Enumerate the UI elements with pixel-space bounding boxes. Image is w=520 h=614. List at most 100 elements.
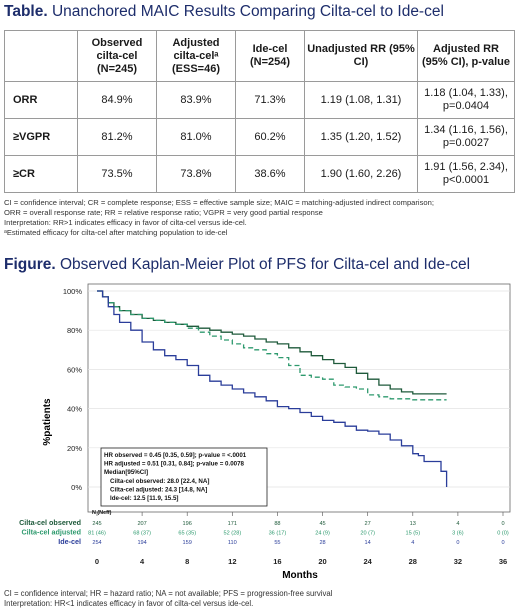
table-cell: 81.0% [156, 118, 236, 156]
risk-value: 14 [365, 540, 371, 546]
risk-value: 20 (7) [360, 531, 375, 537]
annotation-line: HR adjusted = 0.51 [0.31, 0.84]; p-value… [104, 461, 245, 468]
risk-value: 68 (37) [133, 531, 151, 537]
risk-value: 159 [183, 540, 192, 546]
x-axis-label: Months [282, 570, 318, 581]
figure-title-label: Figure. [4, 256, 56, 273]
risk-value: 254 [92, 540, 101, 546]
risk-row-label: Cilta-cel observed [19, 518, 81, 527]
risk-value: 4 [411, 540, 414, 546]
row-label: ORR [4, 81, 78, 119]
row-label: ≥CR [4, 155, 78, 193]
table-header-row: Observed cilta-cel (N=245) Adjusted cilt… [4, 30, 515, 82]
table-cell: 1.91 (1.56, 2.34), p<0.0001 [417, 155, 515, 193]
risk-table-header: N (Neff) [92, 510, 112, 516]
annotation-line: Ide-cel: 12.5 [11.9, 15.5] [110, 495, 178, 502]
x-tick-label: 8 [185, 557, 189, 566]
annotation-line: HR observed = 0.45 [0.35, 0.59]; p-value… [104, 452, 247, 459]
risk-value: 110 [228, 540, 237, 546]
y-tick-label: 0% [71, 483, 82, 492]
x-tick-label: 28 [409, 557, 417, 566]
risk-value: 4 [456, 521, 459, 527]
table-header-observed: Observed cilta-cel (N=245) [77, 30, 157, 82]
series-line-observed [97, 290, 447, 395]
annotation-line: Cilta-cel adjusted: 24.3 [14.8, NA] [110, 486, 207, 493]
annotation-line: Cilta-cel observed: 28.0 [22.4, NA] [110, 478, 209, 485]
x-tick-label: 32 [454, 557, 462, 566]
table-cell: 60.2% [235, 118, 305, 156]
risk-value: 24 (9) [315, 531, 330, 537]
figure-title: Figure. Observed Kaplan-Meier Plot of PF… [4, 256, 470, 274]
table-cell: 1.34 (1.16, 1.56), p=0.0027 [417, 118, 515, 156]
table-cell: 73.8% [156, 155, 236, 193]
table-header-empty [4, 30, 78, 82]
x-tick-label: 0 [95, 557, 99, 566]
table-cell: 84.9% [77, 81, 157, 119]
risk-value: 45 [319, 521, 325, 527]
row-label: ≥VGPR [4, 118, 78, 156]
series-line-adjusted [97, 290, 447, 401]
figure-note: CI = confidence interval; HR = hazard ra… [4, 589, 333, 598]
table-note: Interpretation: RR>1 indicates efficacy … [4, 218, 247, 227]
results-table: Observed cilta-cel (N=245) Adjusted cilt… [4, 30, 515, 193]
risk-value: 36 (17) [269, 531, 287, 537]
table-header-adjusted-rr: Adjusted RR (95% CI), p-value [417, 30, 515, 82]
x-tick-label: 16 [273, 557, 281, 566]
table-cell: 83.9% [156, 81, 236, 119]
risk-value: 171 [228, 521, 237, 527]
table-header-idecel: Ide-cel (N=254) [235, 30, 305, 82]
y-tick-label: 40% [67, 405, 82, 414]
risk-value: 0 [501, 540, 504, 546]
figure-notes: CI = confidence interval; HR = hazard ra… [4, 589, 333, 609]
annotation-box [100, 447, 268, 507]
table-cell: 1.90 (1.60, 2.26) [304, 155, 418, 193]
risk-value: 65 (35) [178, 531, 196, 537]
table-cell: 71.3% [235, 81, 305, 119]
risk-value: 81 (46) [88, 531, 106, 537]
table-cell: 81.2% [77, 118, 157, 156]
risk-value: 27 [365, 521, 371, 527]
risk-value: 194 [137, 540, 146, 546]
figure-note: Interpretation: HR<1 indicates efficacy … [4, 599, 254, 608]
risk-value: 28 [319, 540, 325, 546]
risk-value: 88 [274, 521, 280, 527]
table-row: ≥VGPR 81.2% 81.0% 60.2% 1.35 (1.20, 1.52… [4, 118, 515, 156]
km-chart: 0% 20% 40% 60% 80% 100% 0 4 8 12 16 20 24 28 32 36 HR … [19, 283, 511, 581]
table-cell: 38.6% [235, 155, 305, 193]
risk-value: 13 [410, 521, 416, 527]
x-tick-label: 4 [140, 557, 145, 566]
risk-value: 52 (28) [223, 531, 241, 537]
risk-value: 0 [501, 521, 504, 527]
table-header-unadjusted-rr: Unadjusted RR (95% CI) [304, 30, 418, 82]
table-note: ᵃEstimated efficacy for cilta-cel after … [4, 228, 228, 237]
y-tick-label: 100% [63, 287, 83, 296]
risk-row-label: Cilta-cel adjusted [21, 528, 81, 537]
table-cell: 1.35 (1.20, 1.52) [304, 118, 418, 156]
y-tick-label: 80% [67, 326, 82, 335]
table-note: CI = confidence interval; CR = complete … [4, 198, 434, 207]
risk-value: 245 [92, 521, 101, 527]
table-notes: CI = confidence interval; CR = complete … [4, 198, 516, 238]
risk-value: 196 [183, 521, 192, 527]
x-tick-label: 20 [318, 557, 326, 566]
x-tick-label: 24 [363, 557, 372, 566]
risk-value: 3 (6) [452, 531, 464, 537]
y-tick-label: 20% [67, 444, 82, 453]
table-title-text: Unanchored MAIC Results Comparing Cilta-… [47, 3, 444, 20]
y-tick-label: 60% [67, 365, 82, 374]
risk-value: 0 (0) [497, 531, 509, 537]
risk-value: 207 [137, 521, 146, 527]
table-header-adjusted: Adjusted cilta-celᵃ (ESS=46) [156, 30, 236, 82]
figure-title-text: Observed Kaplan-Meier Plot of PFS for Ci… [55, 256, 471, 273]
table-cell: 73.5% [77, 155, 157, 193]
x-tick-label: 12 [228, 557, 236, 566]
table-row: ORR 84.9% 83.9% 71.3% 1.19 (1.08, 1.31) … [4, 81, 515, 119]
y-axis-label: %patients [42, 398, 53, 446]
risk-value: 55 [274, 540, 280, 546]
table-note: ORR = overall response rate; RR = relati… [4, 208, 323, 217]
table-title-label: Table. [4, 3, 48, 20]
table-title: Table. Unanchored MAIC Results Comparing… [4, 3, 444, 21]
risk-value: 15 (5) [405, 531, 420, 537]
risk-value: 0 [456, 540, 459, 546]
x-tick-label: 36 [499, 557, 507, 566]
